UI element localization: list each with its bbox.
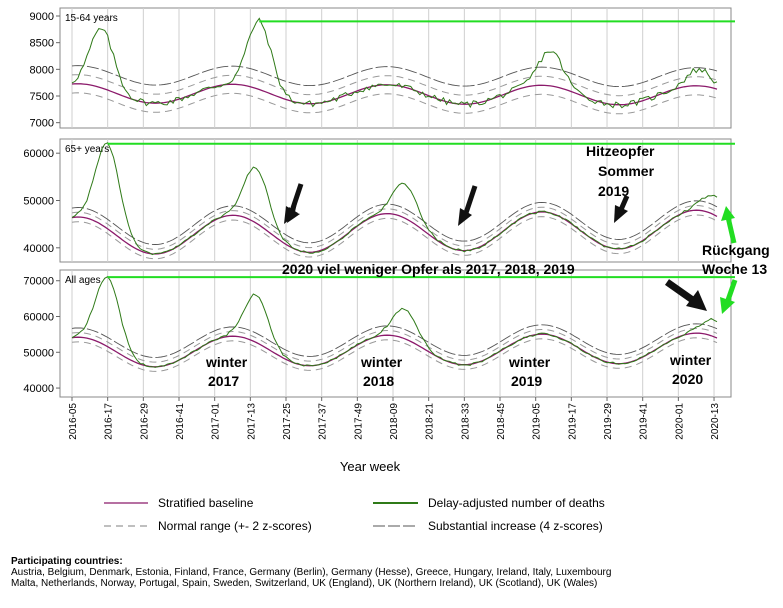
footer-title: Participating countries: <box>11 556 123 567</box>
winter-label-1: winter <box>205 354 248 370</box>
y-tick-label: 40000 <box>23 383 54 395</box>
annotation-hitze-3: 2019 <box>598 183 629 199</box>
annotations: Hitzeopfer Sommer 2019 Rückgang Woche 13… <box>205 143 770 389</box>
winter-year-2: 2018 <box>363 373 394 389</box>
x-tick-label: 2020-13 <box>710 403 721 440</box>
normal-range-upper <box>71 74 718 97</box>
green-arrow-shaft-2 <box>724 279 738 304</box>
y-tick-label: 60000 <box>23 148 54 160</box>
legend: Stratified baseline Delay-adjusted numbe… <box>104 496 605 533</box>
x-tick-label: 2019-29 <box>603 403 614 440</box>
deaths-line <box>71 276 718 368</box>
winter-year-3: 2019 <box>511 373 542 389</box>
y-tick-label: 40000 <box>23 243 54 255</box>
x-tick-label: 2017-49 <box>353 403 364 440</box>
green-arrows <box>720 206 738 314</box>
y-tick-label: 8000 <box>30 64 54 76</box>
panel-frame <box>59 138 732 263</box>
x-tick-label: 2018-21 <box>425 403 436 440</box>
y-tick-label: 7000 <box>30 118 54 130</box>
arrow-shaft-1 <box>288 183 304 215</box>
arrow-shaft-2 <box>462 185 478 217</box>
winter-year-4: 2020 <box>672 371 703 387</box>
green-arrow-head-1 <box>721 206 735 221</box>
panel-1: 7000 7500 8000 8500 9000 15-64 years <box>30 7 735 130</box>
x-tick-label: 2017-25 <box>282 403 293 440</box>
y-tick-label: 70000 <box>23 276 54 288</box>
green-arrow-head-2 <box>720 297 735 314</box>
footer-countries-1: Austria, Belgium, Denmark, Estonia, Finl… <box>11 567 612 578</box>
y-tick-label: 8500 <box>30 38 54 50</box>
arrow-head-1 <box>284 206 298 224</box>
arrow-head-4 <box>686 290 707 311</box>
annotation-hitze-1: Hitzeopfer <box>586 143 655 159</box>
annotation-hitze-2: Sommer <box>598 163 655 179</box>
arrow-shaft-4 <box>664 279 697 304</box>
winter-label-2: winter <box>360 354 403 370</box>
winter-label-4: winter <box>669 352 712 368</box>
x-tick-label: 2020-01 <box>674 403 685 440</box>
x-tick-label: 2017-01 <box>211 403 222 440</box>
y-tick-label: 60000 <box>23 312 54 324</box>
normal-range-lower <box>71 92 718 115</box>
x-tick-label: 2018-33 <box>460 403 471 440</box>
annotation-rueckgang-2: Woche 13 <box>702 261 767 277</box>
y-tick-label: 7500 <box>30 91 54 103</box>
panel-frame <box>59 269 732 398</box>
x-tick-label: 2018-45 <box>496 403 507 440</box>
legend-label-deaths: Delay-adjusted number of deaths <box>428 496 605 510</box>
annotation-comparison: 2020 viel weniger Opfer als 2017, 2018, … <box>282 261 575 277</box>
panel-2: 40000 50000 60000 65+ years <box>23 138 735 263</box>
panel-label: 65+ years <box>65 144 109 155</box>
winter-label-3: winter <box>508 354 551 370</box>
arrow-head-2 <box>458 208 472 226</box>
deaths-line <box>71 17 718 109</box>
normal-range-lower <box>71 337 718 372</box>
y-tick-label: 50000 <box>23 347 54 359</box>
x-tick-label: 2016-41 <box>175 403 186 440</box>
panel-label: 15-64 years <box>65 13 118 24</box>
normal-range-lower <box>71 214 718 260</box>
legend-label-baseline: Stratified baseline <box>158 496 254 510</box>
substantial-line <box>71 65 718 88</box>
x-tick-label: 2017-37 <box>318 403 329 440</box>
winter-year-1: 2017 <box>208 373 239 389</box>
legend-label-substantial: Substantial increase (4 z-scores) <box>428 519 603 533</box>
normal-range-upper <box>71 204 718 250</box>
footer: Participating countries: Austria, Belgiu… <box>11 556 771 589</box>
normal-range-upper <box>71 327 718 363</box>
black-arrows <box>284 183 707 311</box>
deaths-line <box>71 142 718 256</box>
x-tick-label: 2019-41 <box>639 403 650 440</box>
x-tick-label: 2017-13 <box>246 403 257 440</box>
footer-countries-2: Malta, Netherlands, Norway, Portugal, Sp… <box>11 578 598 589</box>
x-tick-label: 2016-05 <box>68 403 79 440</box>
x-tick-label: 2019-05 <box>532 403 543 440</box>
substantial-line <box>71 200 718 245</box>
panel-3: 40000 50000 60000 70000 All ages <box>23 269 735 398</box>
x-tick-label: 2019-17 <box>567 403 578 440</box>
panel-label: All ages <box>65 275 101 286</box>
panel-frame <box>59 7 732 129</box>
x-tick-label: 2016-29 <box>139 403 150 440</box>
y-tick-label: 9000 <box>30 11 54 23</box>
arrow-head-3 <box>614 205 628 223</box>
annotation-rueckgang-1: Rückgang <box>702 242 770 258</box>
substantial-line <box>71 323 718 358</box>
x-tick-label: 2018-09 <box>389 403 400 440</box>
green-arrow-shaft-1 <box>725 216 737 244</box>
y-tick-label: 50000 <box>23 196 54 208</box>
x-tick-label: 2016-17 <box>104 403 115 440</box>
legend-label-normal: Normal range (+- 2 z-scores) <box>158 519 312 533</box>
x-axis-title: Year week <box>340 459 401 474</box>
